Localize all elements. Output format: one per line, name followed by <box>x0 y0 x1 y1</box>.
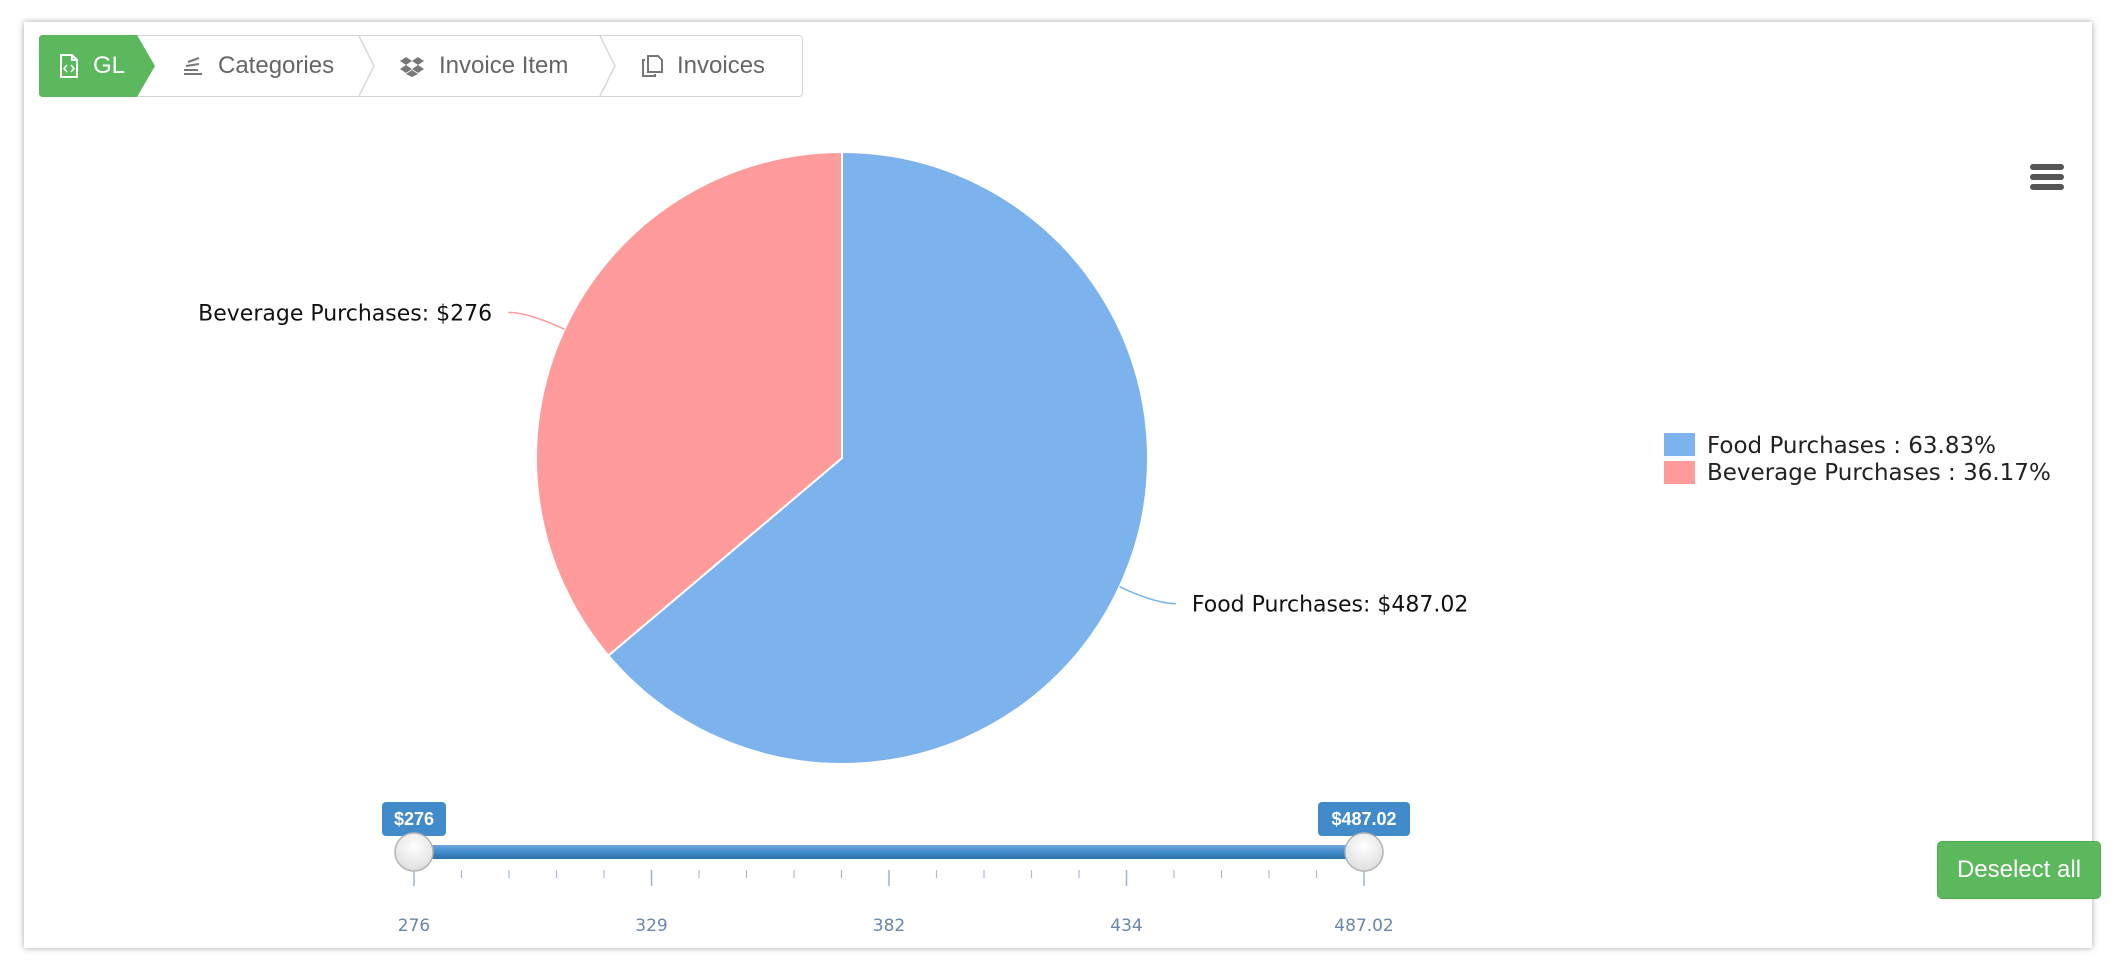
pie-slices <box>535 150 1149 765</box>
hamburger-menu-icon[interactable] <box>2022 158 2070 198</box>
breadcrumb-label-gl: GL <box>93 52 126 79</box>
range-slider[interactable]: 276 329 382 434 487.02 $276 $487.02 <box>382 802 1410 936</box>
slider-minor-ticks <box>460 870 1318 878</box>
slider-tick-label: 382 <box>873 916 905 936</box>
breadcrumb: GL Categories Invoice Item Inv <box>39 35 803 97</box>
pie-slice-food-purchases[interactable] <box>606 150 1149 765</box>
slider-to-handle[interactable] <box>1344 832 1384 872</box>
slider-from-handle[interactable] <box>394 832 434 872</box>
legend-swatch-beverage-purchases[interactable] <box>1664 461 1695 484</box>
stack-icon <box>184 57 202 75</box>
breadcrumb-item-invoice-item[interactable]: Invoice Item <box>399 36 568 96</box>
slider-tick-label: 329 <box>635 916 667 936</box>
breadcrumb-label-categories: Categories <box>218 52 335 79</box>
breadcrumb-item-categories[interactable]: Categories <box>182 36 334 96</box>
slice-connector <box>1119 586 1176 605</box>
breadcrumb-item-invoices[interactable]: Invoices <box>641 36 765 96</box>
slider-tick-label: 434 <box>1110 916 1142 936</box>
active-crumb-background <box>39 35 155 97</box>
breadcrumb-item-gl[interactable]: GL <box>39 35 169 97</box>
slider-major-ticks <box>413 870 1365 886</box>
dropbox-icon <box>400 57 424 77</box>
breadcrumb-separator <box>599 36 616 96</box>
breadcrumb-label-invoices: Invoices <box>677 52 766 79</box>
legend-item-food-purchases[interactable]: Food Purchases : 63.83% <box>1707 433 1996 459</box>
chart-panel: GL Categories Invoice Item Inv <box>24 22 2101 948</box>
slice-label-beverage-purchases: Beverage Purchases: $276 <box>198 301 492 326</box>
slider-to-value: $487.02 <box>1331 809 1396 829</box>
slider-selected-range[interactable] <box>414 845 1364 859</box>
slice-label-connectors <box>508 311 1176 605</box>
slider-to-tooltip: $487.02 <box>1318 802 1410 842</box>
file-code-icon <box>60 54 78 78</box>
breadcrumb-separator <box>358 36 375 96</box>
breadcrumb-label-invoice-item: Invoice Item <box>439 52 569 79</box>
slider-tick-label: 276 <box>398 916 430 936</box>
slice-label-food-purchases: Food Purchases: $487.02 <box>1192 593 1469 618</box>
legend-item-beverage-purchases[interactable]: Beverage Purchases : 36.17% <box>1707 460 2051 486</box>
legend-swatch-food-purchases[interactable] <box>1664 433 1695 456</box>
deselect-all-button[interactable]: Deselect all <box>1937 841 2101 899</box>
slider-from-value: $276 <box>394 809 434 829</box>
pie-chart: Food Purchases: $487.02 Beverage Purchas… <box>198 150 2051 936</box>
copy-icon <box>642 55 663 77</box>
slider-tick-label: 487.02 <box>1334 916 1393 936</box>
slice-connector <box>508 311 565 330</box>
